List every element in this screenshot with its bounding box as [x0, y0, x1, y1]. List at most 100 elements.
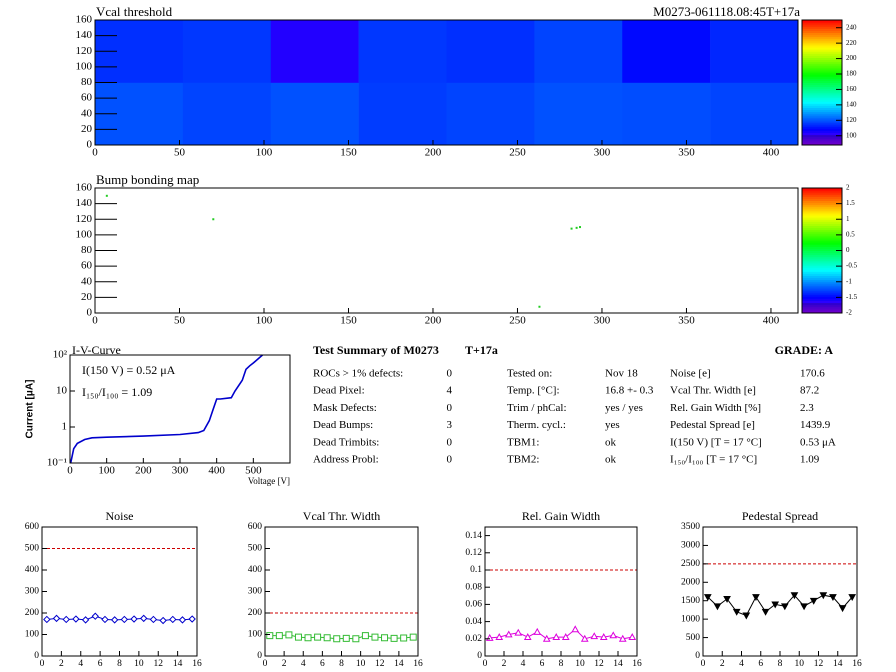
- marker: [742, 612, 751, 620]
- colorbar-slice: [802, 90, 842, 94]
- y-tick-label: 0: [695, 651, 700, 661]
- colorbar-slice: [802, 88, 842, 92]
- y-tick-label: 160: [76, 14, 93, 26]
- marker: [552, 633, 561, 640]
- colorbar-slice: [802, 92, 842, 96]
- colorbar-slice: [802, 122, 842, 125]
- colorbar-slice: [802, 136, 842, 140]
- marker: [130, 615, 138, 623]
- colorbar-slice: [802, 45, 842, 48]
- x-tick-label: 8: [117, 659, 122, 669]
- colorbar-slice: [802, 227, 842, 231]
- y-tick-label: 10⁻¹: [47, 457, 67, 469]
- marker: [72, 615, 80, 623]
- summary-value: yes: [605, 419, 620, 431]
- y-tick-label: 0: [257, 651, 262, 661]
- summary-value: yes / yes: [605, 402, 643, 414]
- x-axis-label: Voltage [V]: [248, 476, 290, 486]
- colorbar-slice: [802, 196, 842, 199]
- y-tick-label: 0.04: [465, 617, 482, 627]
- summary-label: I(150 V) [T = 17 °C]: [670, 436, 762, 448]
- marker: [780, 603, 789, 611]
- y-tick-label: 0.14: [465, 531, 482, 541]
- colorbar-label: 0.5: [846, 230, 855, 238]
- colorbar-slice: [802, 225, 842, 229]
- x-tick-label: 10: [356, 659, 366, 669]
- marker: [140, 614, 148, 623]
- colorbar-slice: [802, 206, 842, 210]
- colorbar-slice: [802, 219, 842, 222]
- colorbar-label: 180: [846, 70, 857, 78]
- colorbar-slice: [802, 192, 842, 195]
- y-tick-label: 2000: [681, 577, 700, 587]
- chart-title: Noise: [106, 509, 134, 523]
- y-axis-label: Current [μA]: [25, 380, 36, 439]
- x-tick-label: 14: [394, 659, 404, 669]
- y-tick-label: 60: [81, 260, 93, 272]
- pixel-point: [105, 194, 108, 197]
- y-tick-label: 500: [248, 544, 263, 554]
- series-line: [69, 354, 264, 464]
- marker: [819, 592, 828, 600]
- marker: [400, 634, 408, 642]
- marker: [120, 615, 129, 624]
- marker: [590, 632, 599, 640]
- colorbar-slice: [802, 310, 842, 314]
- colorbar-slice: [802, 42, 842, 46]
- marker: [800, 603, 808, 611]
- x-tick-label: 400: [763, 315, 780, 327]
- marker: [514, 628, 523, 636]
- colorbar-slice: [802, 285, 842, 289]
- colorbar-slice: [802, 20, 842, 23]
- heatmap-cell: [358, 82, 447, 146]
- marker: [52, 614, 61, 623]
- heatmap-cell: [182, 20, 272, 83]
- marker: [732, 608, 741, 616]
- marker: [618, 634, 627, 642]
- y-tick-label: 20: [81, 291, 93, 303]
- colorbar-slice: [802, 86, 842, 90]
- marker: [390, 634, 398, 642]
- colorbar-slice: [802, 292, 842, 295]
- colorbar-label: 0: [846, 246, 850, 254]
- colorbar-slice: [802, 101, 842, 104]
- y-tick-label: 300: [25, 587, 40, 597]
- y-tick-label: 600: [248, 522, 263, 532]
- colorbar-slice: [802, 97, 842, 100]
- y-tick-label: 1000: [681, 614, 700, 624]
- x-tick-label: 100: [98, 465, 115, 477]
- summary-value: 170.6: [800, 368, 825, 380]
- colorbar-slice: [802, 128, 842, 131]
- y-tick-label: 3000: [681, 541, 700, 551]
- summary-tag: T+17a: [465, 343, 498, 357]
- colorbar-slice: [802, 304, 842, 308]
- colorbar-slice: [802, 215, 842, 218]
- x-tick-label: 0: [67, 465, 73, 477]
- marker: [81, 616, 90, 624]
- y-tick-label: 600: [25, 522, 40, 532]
- x-tick-label: 14: [613, 659, 623, 669]
- colorbar-slice: [802, 200, 842, 204]
- x-tick-label: 300: [594, 315, 611, 327]
- marker: [542, 634, 551, 642]
- x-tick-label: 200: [425, 147, 442, 159]
- colorbar-slice: [802, 248, 842, 251]
- colorbar-slice: [802, 267, 842, 270]
- y-tick-label: 200: [25, 608, 40, 618]
- summary-value: 87.2: [800, 385, 819, 397]
- colorbar-slice: [802, 120, 842, 123]
- marker: [723, 595, 731, 603]
- summary-value: 2.3: [800, 402, 814, 414]
- marker: [571, 625, 580, 633]
- colorbar-slice: [802, 223, 842, 226]
- y-tick-label: 100: [76, 228, 93, 240]
- x-tick-label: 4: [301, 659, 306, 669]
- marker: [352, 635, 360, 643]
- colorbar-slice: [802, 275, 842, 279]
- y-tick-label: 0.1: [470, 565, 482, 575]
- colorbar-slice: [802, 126, 842, 129]
- colorbar-label: -1: [846, 277, 852, 285]
- colorbar-slice: [802, 95, 842, 98]
- colorbar-slice: [802, 283, 842, 287]
- y-tick-label: 100: [76, 60, 93, 72]
